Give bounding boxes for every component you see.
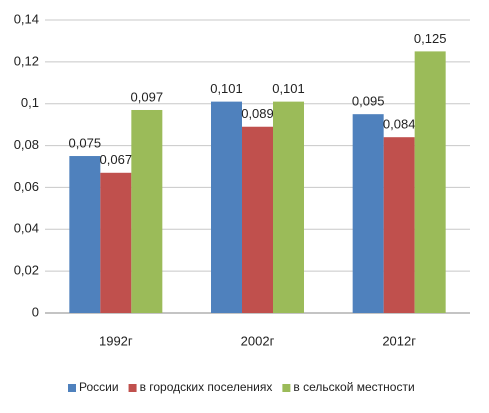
legend-swatch <box>68 384 76 392</box>
legend-label: в сельской местности <box>293 380 414 394</box>
y-tick-label: 0,1 <box>21 95 39 110</box>
y-tick-label: 0,08 <box>14 137 39 152</box>
legend-label: России <box>79 380 119 394</box>
data-label: 0,095 <box>352 94 385 109</box>
data-label: 0,067 <box>100 152 133 167</box>
legend-swatch <box>282 384 291 392</box>
x-tick-label: 1992г <box>99 333 133 348</box>
bar <box>211 101 242 313</box>
bar <box>242 126 273 313</box>
data-label: 0,075 <box>69 135 102 150</box>
x-tick-label: 2012г <box>382 333 416 348</box>
data-label: 0,101 <box>210 81 243 96</box>
y-tick-label: 0 <box>32 304 39 319</box>
y-tick-label: 0,14 <box>14 11 39 26</box>
data-label: 0,125 <box>414 31 447 46</box>
data-label: 0,089 <box>241 106 274 121</box>
legend-label: в городских поселениях <box>140 380 273 394</box>
bar <box>383 137 415 313</box>
y-tick-label: 0,12 <box>14 53 39 68</box>
bar <box>69 156 101 313</box>
bar <box>131 109 163 313</box>
y-tick-label: 0,02 <box>14 263 39 278</box>
legend-swatch <box>128 384 137 392</box>
data-label: 0,097 <box>131 89 164 104</box>
bar <box>414 51 446 314</box>
bar <box>352 114 384 313</box>
data-label: 0,101 <box>272 81 305 96</box>
y-tick-label: 0,06 <box>14 179 39 194</box>
x-tick-label: 2002г <box>241 333 275 348</box>
bar <box>273 101 304 313</box>
data-label: 0,084 <box>383 117 416 132</box>
bar <box>100 172 132 313</box>
y-tick-label: 0,04 <box>14 221 39 236</box>
